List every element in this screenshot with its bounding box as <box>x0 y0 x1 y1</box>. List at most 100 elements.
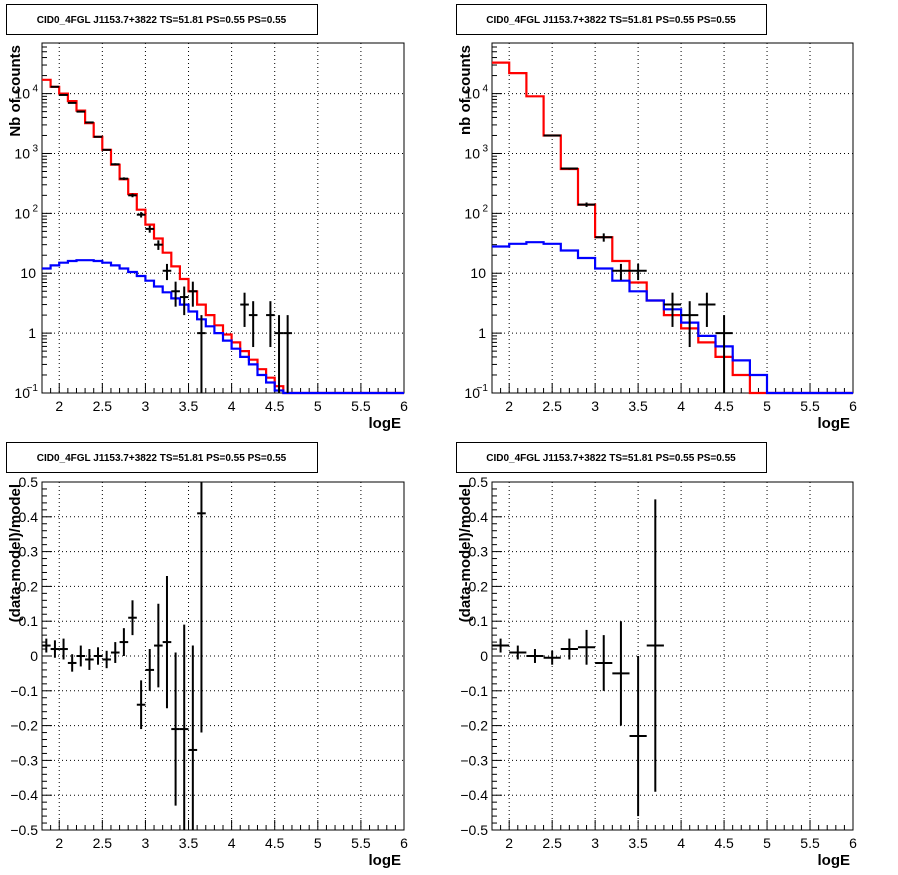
y-tick-label: 0 <box>480 648 488 664</box>
y-tick-base: 10 <box>14 205 30 221</box>
y-tick-base: 1 <box>28 325 36 341</box>
y-tick-label: 0.5 <box>19 474 39 490</box>
total_model-histogram <box>42 78 404 395</box>
y-tick-label: −0.2 <box>10 718 38 734</box>
x-tick-label: 6 <box>400 835 408 851</box>
x-tick-label: 2.5 <box>93 398 113 414</box>
y-tick-label: −0.1 <box>10 683 38 699</box>
x-tick-label: 3 <box>142 835 150 851</box>
y-tick-label: −0.3 <box>460 752 488 768</box>
y-tick-label: −0.1 <box>460 683 488 699</box>
y-tick-label: 10 4 <box>464 84 488 102</box>
y-tick-label: 0.5 <box>469 474 489 490</box>
x-tick-label: 5 <box>763 835 771 851</box>
y-axis-title: (data-model)/model <box>457 484 474 622</box>
y-tick-base: 10 <box>14 86 30 102</box>
y-tick-exp: −1 <box>27 383 39 394</box>
x-tick-label: 4.5 <box>714 835 734 851</box>
x-tick-label: 4.5 <box>265 398 285 414</box>
x-tick-label: 3 <box>142 398 150 414</box>
x-tick-label: 5.5 <box>351 398 371 414</box>
x-axis-title: logE <box>818 852 851 869</box>
y-tick-exp: 3 <box>482 143 488 154</box>
chart-2: CID0_4FGL J1153.7+3822 TS=51.81 PS=0.55 … <box>456 4 857 432</box>
x-tick-label: 2 <box>505 398 513 414</box>
x-tick-label: 3 <box>591 398 599 414</box>
y-tick-base: 10 <box>470 265 486 281</box>
y-tick-label: 10−1 <box>464 383 488 401</box>
y-tick-label: 0.4 <box>19 509 39 525</box>
x-tick-label: 3.5 <box>179 398 199 414</box>
chart-title: CID0_4FGL J1153.7+3822 TS=51.81 PS=0.55 … <box>486 15 736 26</box>
y-tick-label: 0.2 <box>469 578 489 594</box>
y-tick-label: 0.3 <box>469 544 489 560</box>
y-tick-exp: 4 <box>482 84 488 95</box>
y-tick-label: 10 2 <box>14 203 38 221</box>
title-box <box>456 442 767 473</box>
y-tick-label: 10 <box>20 265 36 281</box>
y-tick-label: −0.3 <box>10 752 38 768</box>
plot-frame <box>41 42 405 394</box>
x-tick-label: 4 <box>677 398 685 414</box>
x-tick-label: 5.5 <box>800 835 820 851</box>
background_model-histogram <box>492 241 853 395</box>
plot-frame <box>491 481 854 831</box>
x-tick-label: 3.5 <box>179 835 199 851</box>
x-tick-label: 4 <box>228 835 236 851</box>
x-tick-label: 5 <box>763 398 771 414</box>
y-tick-label: −0.5 <box>10 822 38 838</box>
y-axis-title: Nb of counts <box>7 45 24 137</box>
y-tick-exp: 4 <box>32 84 38 95</box>
chart-title: CID0_4FGL J1153.7+3822 TS=51.81 PS=0.55 … <box>37 453 287 464</box>
chart-title: CID0_4FGL J1153.7+3822 TS=51.81 PS=0.55 … <box>486 453 736 464</box>
x-tick-label: 6 <box>849 835 857 851</box>
y-tick-label: 0.3 <box>19 544 39 560</box>
x-tick-label: 5.5 <box>800 398 820 414</box>
title-box <box>6 442 318 473</box>
y-tick-label: 0 <box>30 648 38 664</box>
x-tick-label: 3 <box>591 835 599 851</box>
y-tick-label: 0.4 <box>469 509 489 525</box>
x-axis-title: logE <box>369 852 402 869</box>
y-tick-label: 0.1 <box>19 613 39 629</box>
chart-4: CID0_4FGL J1153.7+3822 TS=51.81 PS=0.55 … <box>456 442 857 869</box>
y-tick-base: 10 <box>14 385 30 401</box>
plot-frame <box>41 481 405 831</box>
x-tick-label: 4 <box>228 398 236 414</box>
x-tick-label: 2.5 <box>93 835 113 851</box>
x-tick-label: 2 <box>55 835 63 851</box>
chart-title: CID0_4FGL J1153.7+3822 TS=51.81 PS=0.55 … <box>37 15 287 26</box>
y-tick-exp: 3 <box>32 143 38 154</box>
y-axis-title: nb of counts <box>457 45 474 135</box>
y-tick-exp: 2 <box>482 203 488 214</box>
x-tick-label: 4 <box>677 835 685 851</box>
x-tick-label: 2.5 <box>542 398 562 414</box>
chart-1: CID0_4FGL J1153.7+3822 TS=51.81 PS=0.55 … <box>6 4 408 432</box>
y-tick-base: 10 <box>464 205 480 221</box>
y-tick-base: 10 <box>14 145 30 161</box>
background_model-histogram <box>42 259 404 395</box>
y-tick-label: 10 3 <box>14 143 38 161</box>
y-tick-base: 10 <box>464 145 480 161</box>
y-tick-label: −0.2 <box>460 718 488 734</box>
x-tick-label: 4.5 <box>714 398 734 414</box>
y-tick-exp: −1 <box>477 383 489 394</box>
y-tick-label: 10 2 <box>464 203 488 221</box>
y-tick-base: 10 <box>20 265 36 281</box>
y-tick-label: −0.5 <box>460 822 488 838</box>
y-tick-label: 1 <box>478 325 486 341</box>
y-tick-label: 10 <box>470 265 486 281</box>
x-axis-title: logE <box>369 415 402 432</box>
x-tick-label: 6 <box>400 398 408 414</box>
y-tick-base: 10 <box>464 86 480 102</box>
plot-frame <box>491 42 854 394</box>
x-tick-label: 5 <box>314 398 322 414</box>
x-tick-label: 2 <box>505 835 513 851</box>
x-tick-label: 3.5 <box>628 835 648 851</box>
title-box <box>6 4 318 35</box>
title-box <box>456 4 767 35</box>
y-tick-label: 0.1 <box>469 613 489 629</box>
x-tick-label: 2.5 <box>542 835 562 851</box>
x-tick-label: 3.5 <box>628 398 648 414</box>
